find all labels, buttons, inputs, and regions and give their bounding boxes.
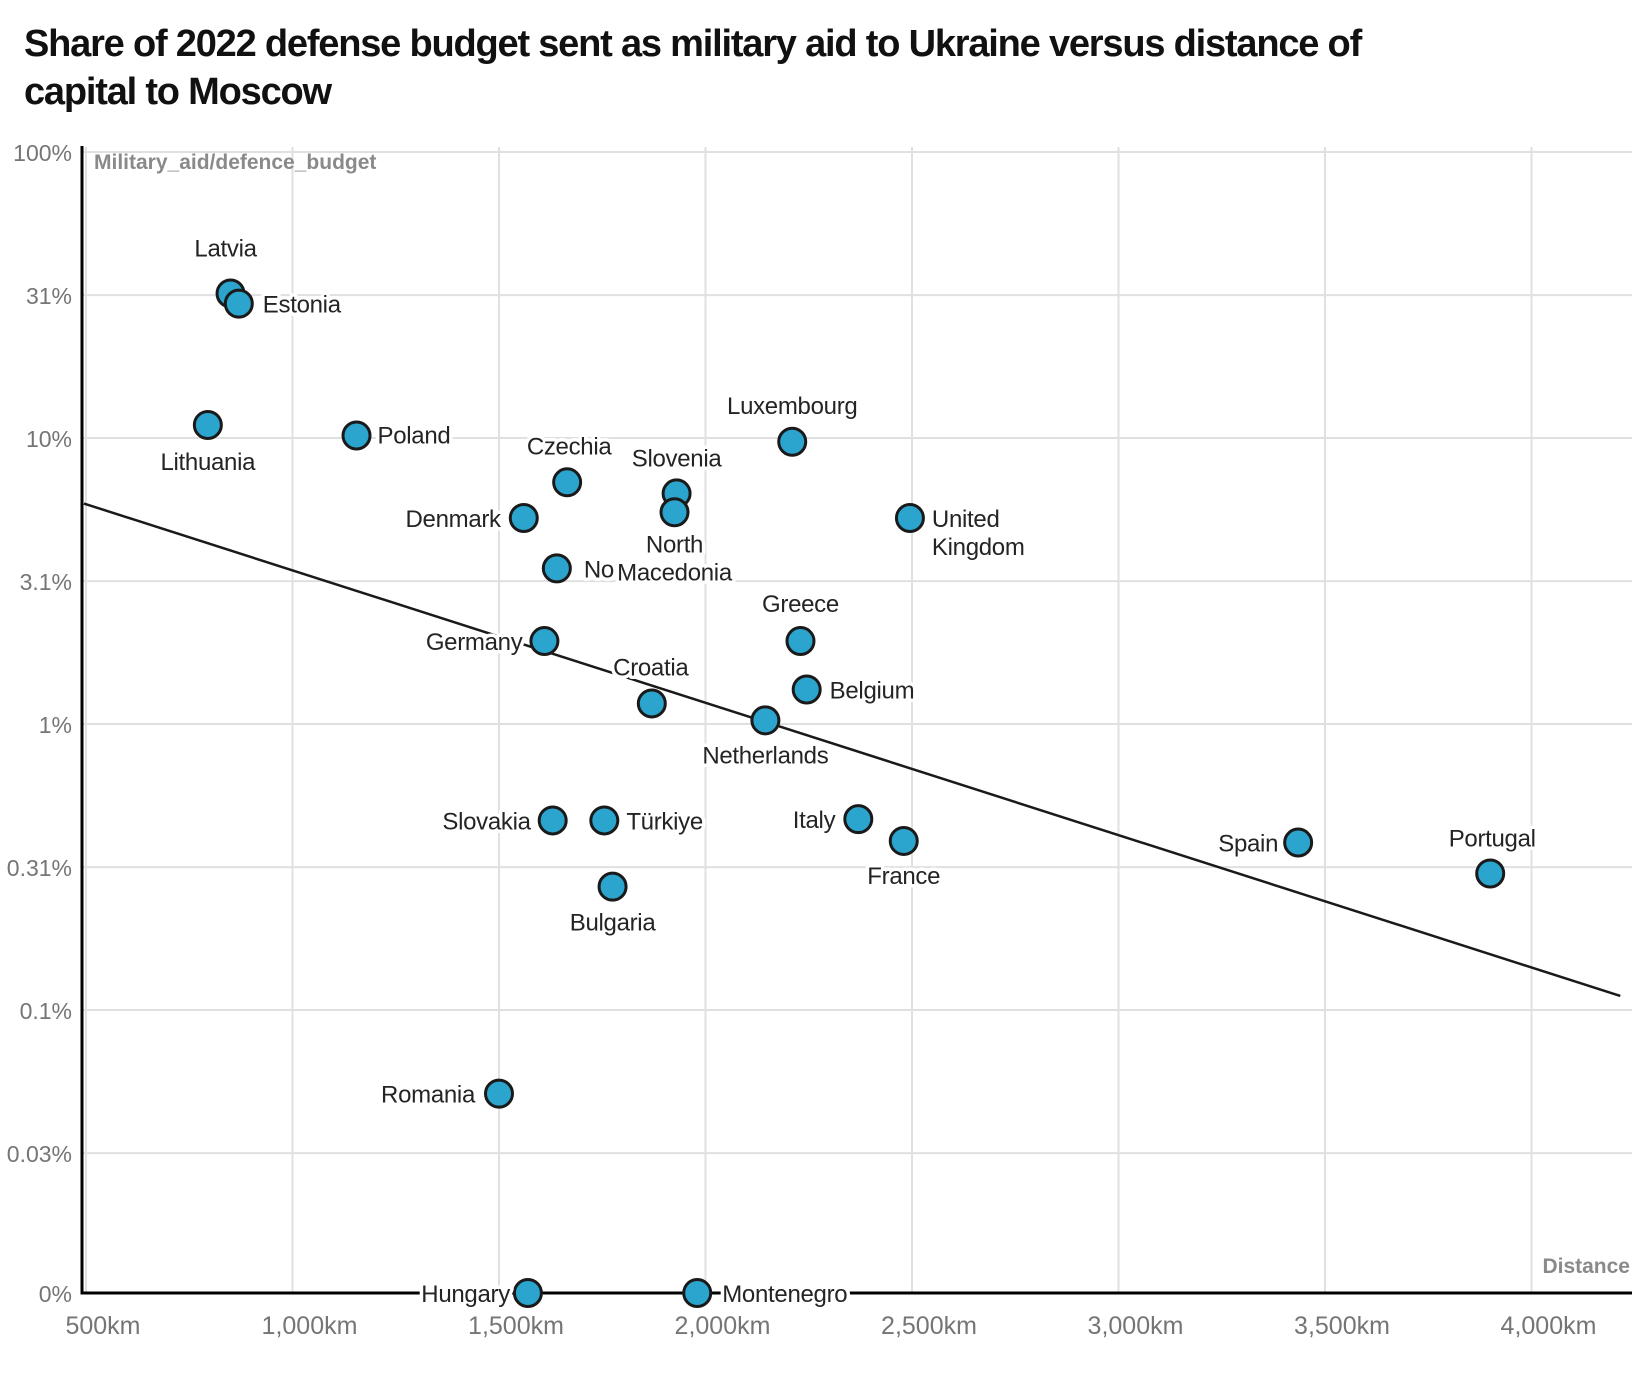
point-label-greece: Greece xyxy=(762,591,839,618)
x-tick-label-1-000km: 1,000km xyxy=(262,1312,358,1340)
data-point-greece[interactable] xyxy=(785,626,816,657)
point-label-netherlands: Netherlands xyxy=(702,742,828,769)
y-tick-label-100-: 100% xyxy=(13,140,72,166)
point-label-poland: Poland xyxy=(378,423,451,450)
point-label-spain: Spain xyxy=(1218,831,1278,858)
axes xyxy=(80,146,1632,1295)
point-label-croatia: Croatia xyxy=(613,654,689,681)
point-label-montenegro: Montenegro xyxy=(722,1281,847,1308)
point-label-latvia: Latvia xyxy=(194,236,257,263)
x-tick-label-2-000km: 2,000km xyxy=(675,1312,771,1340)
point-label-united-kingdom-line-2: Kingdom xyxy=(932,534,1025,561)
y-tick-label-10-: 10% xyxy=(26,426,72,452)
point-label-slovenia: Slovenia xyxy=(632,445,723,472)
data-point-lithuania[interactable] xyxy=(192,410,223,441)
y-tick-label-0-1-: 0.1% xyxy=(20,998,72,1024)
point-label-north-macedonia-line-1: North xyxy=(646,531,703,558)
point-label-t-rkiye: Türkiye xyxy=(626,808,703,835)
point-label-slovakia: Slovakia xyxy=(442,808,531,835)
x-tick-label-3-500km: 3,500km xyxy=(1294,1312,1390,1340)
trend-line-group xyxy=(83,502,1621,998)
data-point-france[interactable] xyxy=(888,825,919,856)
data-point-estonia[interactable] xyxy=(223,288,254,319)
x-tick-label-1-500km: 1,500km xyxy=(468,1312,564,1340)
point-label-hungary: Hungary xyxy=(421,1281,510,1308)
point-label-romania: Romania xyxy=(381,1082,476,1109)
data-point-norway[interactable] xyxy=(541,553,572,584)
point-label-north-macedonia-line-2: Macedonia xyxy=(617,559,733,586)
chart-title-line-1: Share of 2022 defense budget sent as mil… xyxy=(24,23,1362,65)
data-point-north-macedonia[interactable] xyxy=(659,497,690,528)
point-labels: Latvia Estonia Lithuania Poland Luxembourg Cz… xyxy=(157,232,1540,1311)
y-tick-label-3-1-: 3.1% xyxy=(20,569,72,595)
point-label-czechia: Czechia xyxy=(527,433,613,460)
data-point-denmark[interactable] xyxy=(508,503,539,534)
x-axis-title: Distance xyxy=(1542,1255,1630,1278)
data-point-belgium[interactable] xyxy=(791,674,822,705)
point-label-italy: Italy xyxy=(793,807,836,834)
data-point-hungary[interactable] xyxy=(512,1278,543,1308)
data-point-slovakia[interactable] xyxy=(537,805,568,836)
data-point-bulgaria[interactable] xyxy=(597,871,628,902)
chart-title-line-2: capital to Moscow xyxy=(24,71,332,113)
y-tick-label-0-31-: 0.31% xyxy=(7,855,72,881)
data-point-portugal[interactable] xyxy=(1475,858,1506,889)
point-label-portugal: Portugal xyxy=(1449,826,1536,853)
x-tick-label-500km: 500km xyxy=(65,1312,140,1340)
data-point-spain[interactable] xyxy=(1283,827,1314,858)
point-label-estonia: Estonia xyxy=(263,292,342,319)
y-tick-label-0-: 0% xyxy=(39,1281,72,1307)
point-label-france: France xyxy=(867,863,940,890)
data-points xyxy=(192,278,1506,1308)
y-tick-label-1-: 1% xyxy=(39,712,72,738)
point-label-luxembourg: Luxembourg xyxy=(727,393,857,420)
chart-title: Share of 2022 defense budget sent as mil… xyxy=(24,20,1614,116)
data-point-t-rkiye[interactable] xyxy=(589,805,620,836)
y-tick-label-31-: 31% xyxy=(26,283,72,309)
x-tick-label-3-000km: 3,000km xyxy=(1088,1312,1184,1340)
data-point-poland[interactable] xyxy=(341,420,372,451)
y-axis-title: Military_aid/defence_budget xyxy=(94,151,376,174)
point-label-lithuania: Lithuania xyxy=(160,449,256,476)
point-label-denmark: Denmark xyxy=(406,506,503,533)
point-label-norway: No xyxy=(584,556,614,583)
trend-line xyxy=(83,502,1621,998)
point-label-germany: Germany xyxy=(426,629,523,656)
point-label-bulgaria: Bulgaria xyxy=(570,910,657,937)
data-point-czechia[interactable] xyxy=(552,467,583,498)
data-point-netherlands[interactable] xyxy=(750,705,781,736)
x-tick-label-2-500km: 2,500km xyxy=(881,1312,977,1340)
data-point-italy[interactable] xyxy=(843,804,874,835)
data-point-romania[interactable] xyxy=(484,1078,514,1109)
data-point-united-kingdom[interactable] xyxy=(894,503,925,534)
data-point-luxembourg[interactable] xyxy=(777,426,808,457)
point-label-belgium: Belgium xyxy=(830,678,915,705)
data-point-montenegro[interactable] xyxy=(682,1278,713,1308)
tick-labels: 100% 31% 10% 3.1% 1% 0.31% 0.1% 0.03% 0% 500km 1,0… xyxy=(7,140,1597,1340)
gridlines xyxy=(82,147,1632,1293)
x-tick-label-4-000km: 4,000km xyxy=(1501,1312,1597,1340)
data-point-germany[interactable] xyxy=(529,626,560,657)
y-tick-label-0-03-: 0.03% xyxy=(7,1141,72,1167)
data-point-croatia[interactable] xyxy=(636,688,667,719)
point-label-united-kingdom-line-1: United xyxy=(932,506,1000,533)
